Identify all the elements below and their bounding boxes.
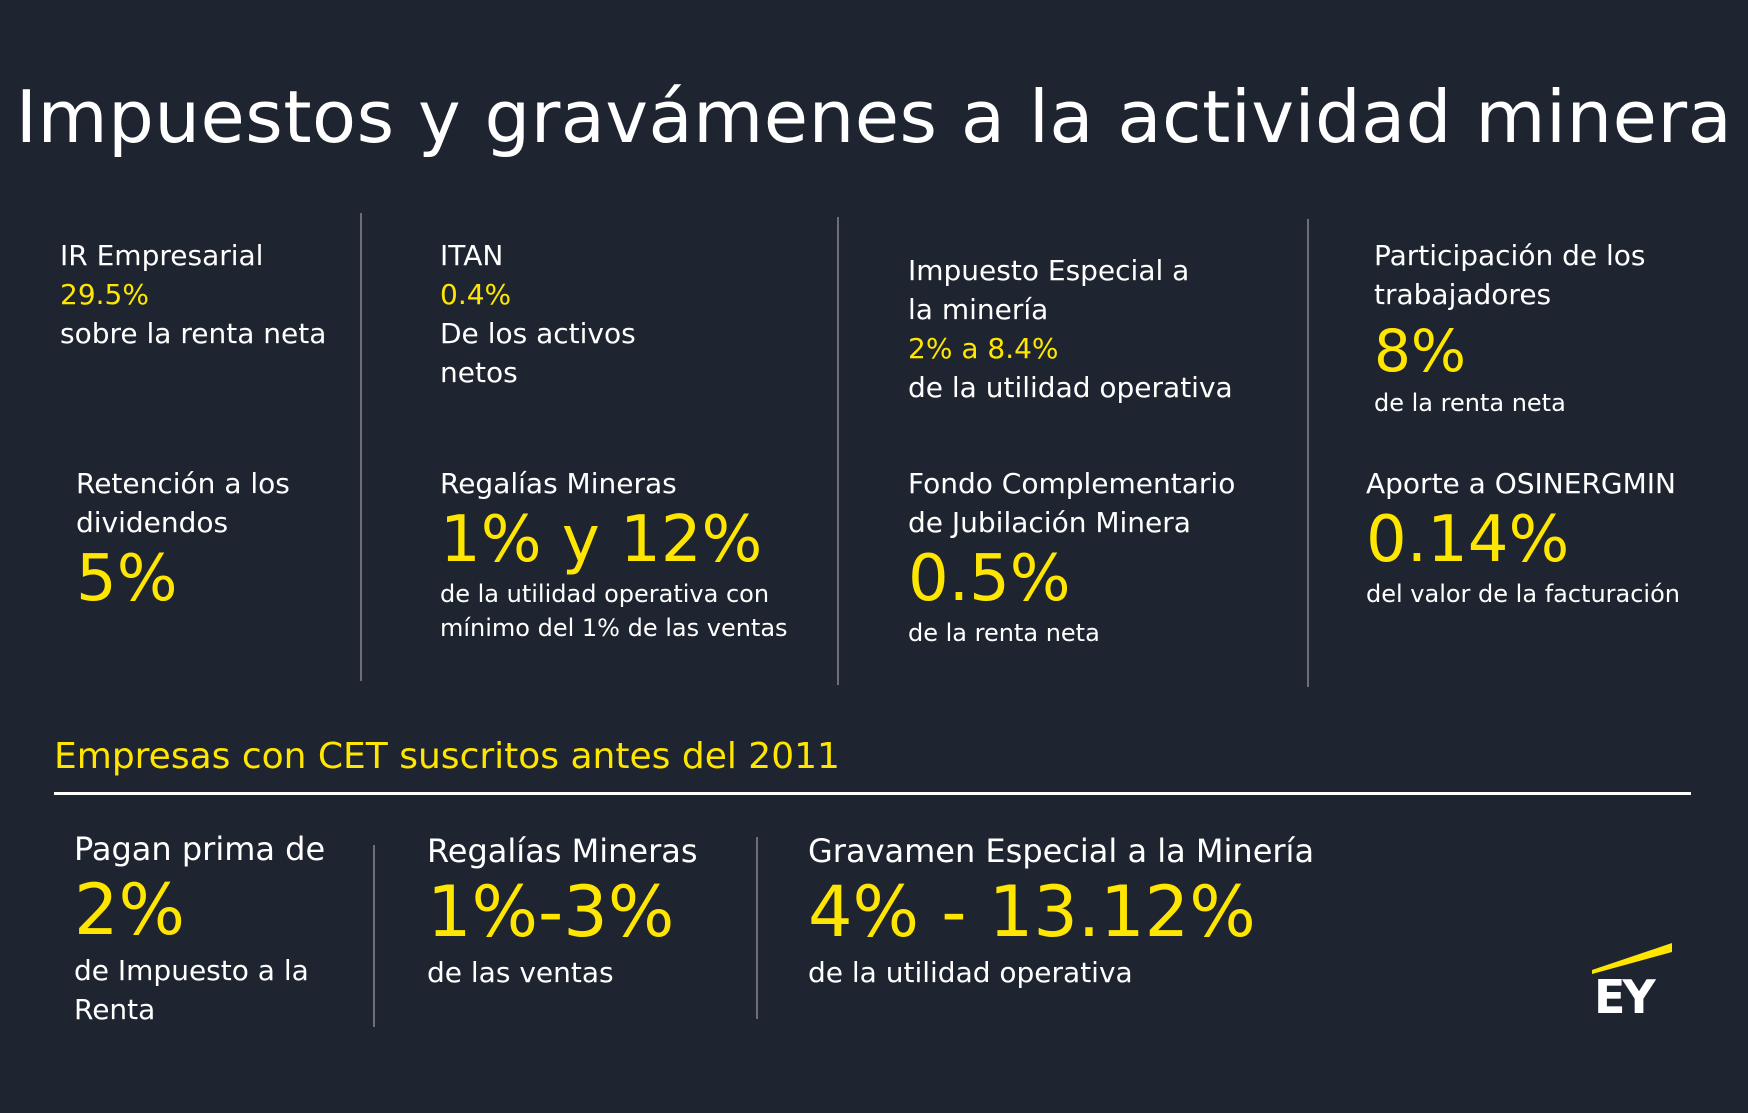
item-value: 1%-3% [427,871,675,953]
item-fondo: Fondo Complementario de Jubilación Miner… [908,464,1298,650]
divider [360,213,362,681]
ey-logo-text: EY [1594,970,1656,1024]
item-value: 0.4% [440,278,512,311]
item-desc: de la utilidad operativa [808,956,1133,989]
item-label: dividendos [76,506,229,539]
item-value: 5% [76,542,178,616]
page-title: Impuestos y gravámenes a la actividad mi… [15,75,1733,159]
item-ir-empresarial: IR Empresarial 29.5% sobre la renta neta [60,236,350,353]
item-desc: de las ventas [427,956,614,989]
item-label: Aporte a OSINERGMIN [1366,467,1676,500]
item-value: 4% - 13.12% [808,871,1256,953]
ey-logo: EY [1592,940,1676,1022]
item-impuesto-especial: Impuesto Especial a la minería 2% a 8.4%… [908,251,1298,407]
divider [1307,219,1309,687]
item-label: Retención a los [76,467,290,500]
item-desc: sobre la renta neta [60,317,327,350]
item-desc: De los activos [440,317,636,350]
cet-item-regalias: Regalías Mineras 1%-3% de las ventas [427,831,747,992]
item-desc: de Impuesto a la [74,954,309,987]
item-retencion: Retención a los dividendos 5% [76,464,356,616]
divider [756,837,758,1019]
cet-item-prima: Pagan prima de 2% de Impuesto a la Renta [74,829,364,1029]
item-value: 2% [74,869,186,951]
item-label: Fondo Complementario [908,467,1236,500]
item-label: Participación de los [1374,239,1646,272]
item-desc: de la utilidad operativa con [440,580,770,608]
item-label: de Jubilación Minera [908,506,1191,539]
item-desc: netos [440,356,518,389]
item-value: 29.5% [60,278,149,311]
item-value: 0.14% [1366,503,1570,577]
item-label: Impuesto Especial a [908,254,1190,287]
item-osinergmin: Aporte a OSINERGMIN 0.14% del valor de l… [1366,464,1741,611]
item-value: 0.5% [908,542,1071,616]
item-desc: mínimo del 1% de las ventas [440,614,788,642]
item-label: ITAN [440,239,504,272]
item-label: IR Empresarial [60,239,264,272]
divider [837,217,839,685]
item-desc: de la renta neta [908,619,1100,647]
item-label: Pagan prima de [74,830,326,868]
item-desc: de la renta neta [1374,389,1566,417]
item-value: 8% [1374,317,1467,385]
item-label: Gravamen Especial a la Minería [808,832,1315,870]
ey-logo-beam-icon [1592,943,1672,974]
divider [373,845,375,1027]
item-desc: del valor de la facturación [1366,580,1680,608]
item-regalias: Regalías Mineras 1% y 12% de la utilidad… [440,464,830,645]
section-heading: Empresas con CET suscritos antes del 201… [54,736,840,777]
item-participacion: Participación de los trabajadores 8% de … [1374,236,1734,420]
item-desc: Renta [74,993,156,1026]
item-itan: ITAN 0.4% De los activos netos [440,236,820,392]
cet-item-gravamen: Gravamen Especial a la Minería 4% - 13.1… [808,831,1428,992]
section-divider [54,792,1691,795]
item-value: 2% a 8.4% [908,332,1059,365]
item-label: trabajadores [1374,278,1552,311]
item-desc: de la utilidad operativa [908,371,1233,404]
item-value: 1% y 12% [440,503,763,577]
item-label: Regalías Mineras [427,832,698,870]
item-label: la minería [908,293,1049,326]
item-label: Regalías Mineras [440,467,677,500]
